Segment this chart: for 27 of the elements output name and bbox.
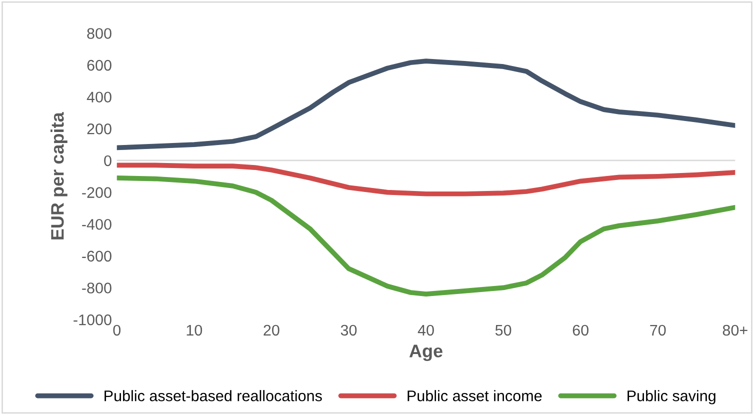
line-series [116, 58, 736, 150]
y-axis-title: EUR per capita [50, 112, 68, 240]
x-tick-label: 10 [186, 324, 202, 336]
y-tick-label: 600 [87, 60, 112, 71]
y-tick-label: 400 [86, 92, 112, 103]
x-axis-title: Age [409, 344, 442, 362]
x-tick-label: 20 [264, 324, 280, 336]
line-series [116, 176, 736, 297]
y-tick-label: -800 [82, 282, 112, 294]
x-tick-label: 50 [495, 324, 512, 336]
y-tick-label: -600 [82, 250, 112, 262]
x-tick-label: 70 [650, 324, 666, 336]
y-tick-label: -200 [82, 187, 112, 198]
legend-label: Public asset-based reallocations [104, 390, 322, 402]
x-tick-label: 60 [572, 324, 588, 336]
x-tick-label: 80+ [722, 324, 748, 336]
x-tick-label: 0 [113, 324, 121, 336]
line-series [116, 162, 736, 196]
y-tick-label: -1000 [74, 314, 112, 326]
legend-label: Public asset income [408, 390, 542, 402]
y-tick-label: 200 [87, 124, 112, 134]
y-tick-label: -400 [82, 218, 112, 230]
y-tick-label: 0 [104, 155, 112, 166]
x-tick-label: 40 [418, 324, 434, 336]
x-tick-label: 30 [340, 324, 357, 336]
y-tick-label: 800 [87, 28, 112, 39]
legend-label: Public saving [628, 390, 716, 404]
